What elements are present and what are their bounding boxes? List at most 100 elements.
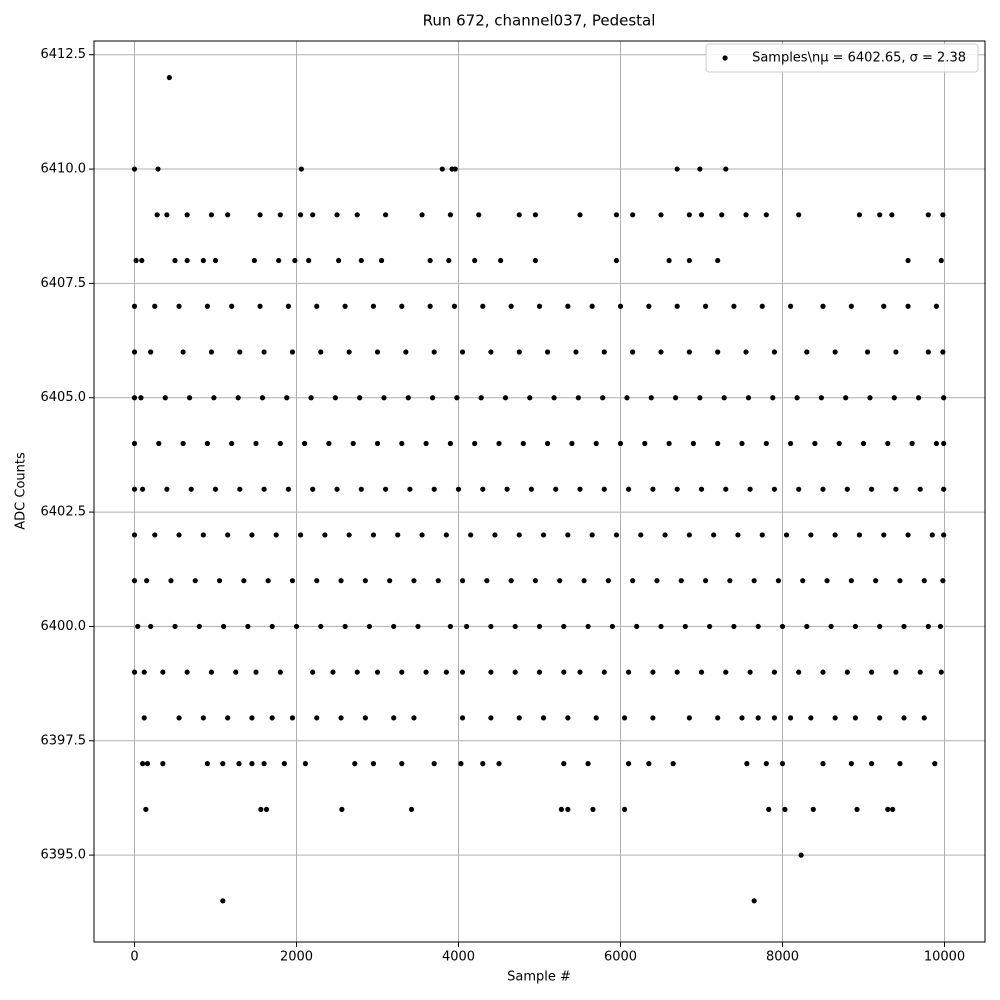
data-point: [723, 669, 729, 675]
data-point: [454, 395, 460, 401]
data-point: [897, 578, 903, 584]
data-point: [893, 486, 899, 492]
data-point: [334, 486, 340, 492]
data-point: [265, 578, 271, 584]
data-point: [164, 486, 170, 492]
data-point: [889, 212, 895, 218]
data-point: [796, 486, 802, 492]
data-point: [472, 257, 478, 264]
data-point: [154, 212, 160, 218]
data-point: [508, 578, 514, 584]
point-layer: [131, 74, 947, 904]
data-point: [257, 303, 263, 309]
data-point: [727, 578, 733, 584]
data-point: [585, 623, 591, 630]
data-point: [346, 532, 352, 538]
data-point: [915, 395, 922, 401]
data-point: [630, 349, 636, 355]
data-point: [318, 623, 324, 630]
x-tick-label: 8000: [766, 950, 799, 965]
data-point: [796, 669, 802, 675]
data-point: [891, 395, 897, 401]
data-point: [508, 303, 514, 309]
data-point: [408, 806, 415, 812]
data-point: [387, 578, 393, 584]
data-point: [184, 212, 190, 218]
data-point: [160, 669, 166, 675]
data-point: [285, 303, 291, 309]
data-point: [488, 669, 494, 675]
data-point: [133, 257, 139, 264]
data-point: [800, 578, 806, 584]
data-point: [929, 532, 935, 538]
data-point: [164, 212, 170, 218]
legend-frame: [705, 43, 979, 73]
x-tick-label: 0: [130, 950, 138, 965]
data-point: [381, 395, 387, 401]
data-point: [818, 395, 824, 401]
data-point: [941, 532, 947, 538]
data-point: [237, 349, 243, 355]
data-point: [890, 806, 896, 812]
data-point: [940, 349, 946, 355]
data-point: [221, 623, 227, 630]
data-point: [938, 257, 944, 264]
data-point: [650, 669, 656, 675]
data-point: [832, 532, 838, 538]
data-point: [771, 349, 778, 355]
data-point: [391, 623, 397, 630]
data-point: [220, 898, 226, 904]
data-point: [565, 715, 571, 721]
data-point: [447, 440, 453, 447]
data-point: [237, 486, 243, 492]
data-point: [715, 440, 721, 447]
data-point: [941, 440, 947, 447]
data-point: [666, 257, 672, 264]
data-point: [775, 578, 782, 584]
data-point: [678, 578, 684, 584]
data-point: [276, 257, 282, 264]
data-point: [370, 532, 377, 538]
data-point: [917, 486, 923, 492]
data-point: [374, 669, 381, 675]
data-point: [162, 395, 168, 401]
x-tick-label: 10000: [924, 950, 965, 965]
data-point: [747, 669, 753, 675]
data-point: [144, 761, 151, 767]
data-point: [686, 257, 692, 264]
data-point: [605, 578, 611, 584]
data-point: [670, 761, 676, 767]
data-point: [832, 715, 838, 721]
data-point: [166, 74, 172, 81]
data-point: [804, 623, 810, 630]
data-point: [856, 532, 863, 538]
data-point: [405, 395, 411, 401]
data-point: [225, 212, 231, 218]
data-point: [565, 806, 571, 812]
data-point: [642, 440, 648, 447]
data-point: [362, 578, 368, 584]
data-point: [261, 486, 267, 492]
data-point: [261, 761, 267, 767]
data-point: [431, 761, 437, 767]
data-point: [788, 715, 794, 721]
data-point: [277, 440, 283, 447]
data-point: [478, 395, 484, 401]
data-point: [848, 303, 854, 309]
data-point: [516, 212, 522, 218]
data-point: [131, 349, 138, 355]
data-point: [395, 532, 401, 538]
data-point: [798, 852, 804, 858]
data-point: [374, 349, 381, 355]
data-point: [339, 806, 345, 812]
y-tick-label: 6412.5: [41, 47, 87, 62]
data-point: [208, 349, 215, 355]
data-point: [848, 578, 854, 584]
data-point: [342, 623, 348, 630]
data-point: [273, 532, 279, 538]
data-point: [443, 669, 449, 675]
data-point: [176, 303, 182, 309]
data-point: [532, 257, 539, 264]
data-point: [135, 623, 141, 630]
data-point: [832, 349, 838, 355]
